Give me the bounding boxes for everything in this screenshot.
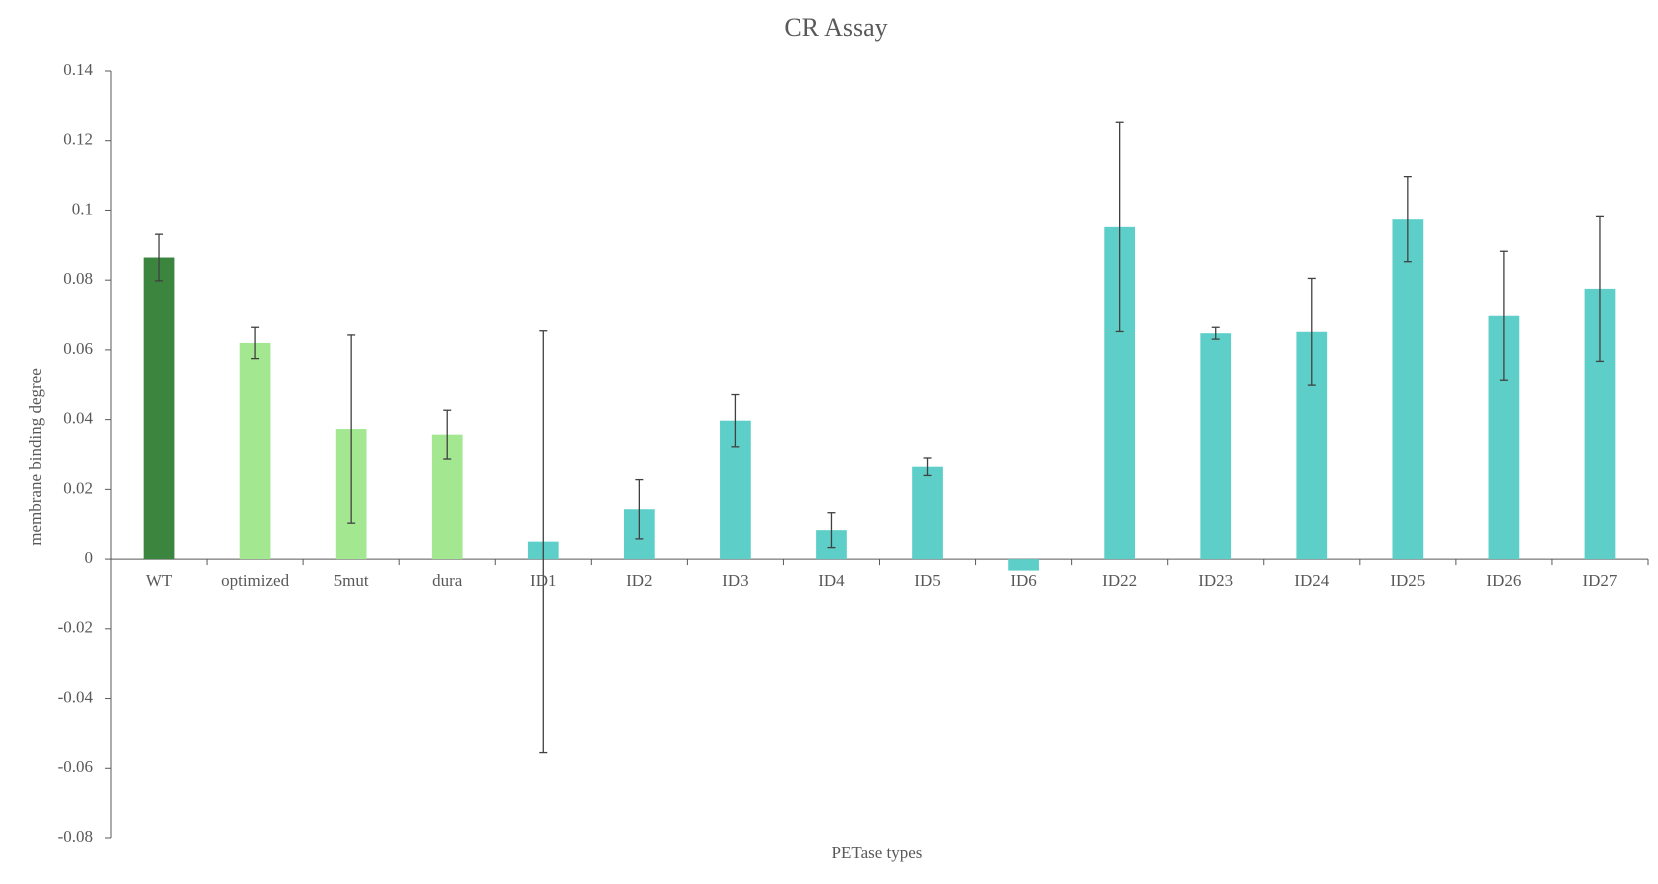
bar: [912, 466, 943, 560]
x-tick-label: ID1: [530, 571, 556, 590]
error-bar: [1499, 250, 1508, 381]
y-tick-label: 0.14: [63, 60, 93, 79]
x-tick-label: dura: [432, 571, 463, 590]
y-tick-label: -0.06: [58, 757, 93, 776]
error-bar: [443, 409, 452, 460]
bar: [239, 342, 271, 560]
y-tick-label: -0.04: [58, 687, 94, 706]
x-tick-label: optimized: [221, 571, 289, 590]
x-tick-label: 5mut: [334, 571, 369, 590]
y-tick-label: 0.1: [72, 199, 93, 218]
error-bar: [827, 512, 836, 549]
y-tick-label: -0.02: [58, 618, 93, 637]
y-tick-label: 0.04: [63, 409, 93, 428]
x-tick-label: ID26: [1486, 571, 1521, 590]
y-tick-label: 0.02: [63, 478, 93, 497]
x-tick-label: ID24: [1294, 571, 1329, 590]
error-bar: [923, 457, 932, 477]
error-bar: [347, 334, 356, 524]
x-tick-label: ID25: [1390, 571, 1425, 590]
x-tick-label: ID22: [1102, 571, 1137, 590]
bar: [1008, 559, 1039, 571]
bar: [1200, 333, 1232, 560]
y-axis-label: membrane binding degree: [26, 368, 45, 546]
error-bar: [155, 233, 164, 282]
x-tick-label: ID3: [722, 571, 748, 590]
x-tick-label: ID23: [1198, 571, 1233, 590]
x-tick-label: ID5: [914, 571, 940, 590]
error-bar: [635, 478, 644, 540]
y-tick-label: 0.12: [63, 130, 93, 149]
x-tick-label: ID2: [626, 571, 652, 590]
bar: [1392, 219, 1424, 560]
error-bar: [731, 393, 740, 448]
y-tick-label: -0.08: [58, 827, 93, 846]
error-bar: [1115, 121, 1124, 333]
x-tick-label: ID6: [1010, 571, 1036, 590]
y-tick-label: 0: [85, 548, 94, 567]
y-tick-label: 0.06: [63, 339, 93, 358]
error-bar: [1307, 277, 1316, 386]
chart-title: CR Assay: [784, 13, 887, 42]
x-tick-label: ID27: [1582, 571, 1617, 590]
error-bar: [251, 326, 260, 360]
error-bar: [1211, 326, 1220, 340]
bar: [143, 257, 175, 560]
x-tick-label: WT: [146, 571, 173, 590]
error-bar: [539, 330, 548, 754]
error-bar: [1403, 175, 1412, 263]
x-tick-label: ID4: [818, 571, 845, 590]
x-axis-label: PETase types: [832, 843, 923, 862]
y-tick-label: 0.08: [63, 269, 93, 288]
error-bar: [1595, 215, 1604, 363]
